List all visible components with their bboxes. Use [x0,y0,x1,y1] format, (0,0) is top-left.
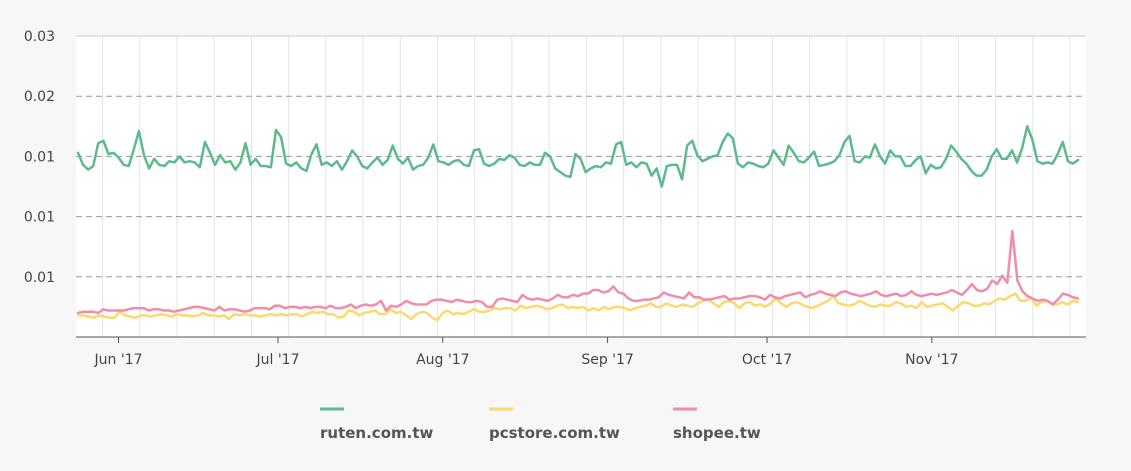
y-tick-label: 0.01 [24,270,55,286]
y-tick-label: 0.02 [24,89,55,105]
series-line-shopee-tw[interactable] [76,229,1080,315]
x-tick-label: Sep '17 [581,352,634,368]
y-axis-ticks: 0.01 0.01 0.01 0.02 0.03 [24,29,55,286]
legend-label[interactable]: shopee.tw [673,424,761,442]
y-tick-label: 0.01 [24,210,55,226]
x-tick-label: Jul '17 [255,352,299,368]
vertical-grid [102,36,1071,337]
x-axis-ticks: Jun '17 Jul '17 Aug '17 Sep '17 Oct '17 Nov '… [94,337,959,368]
x-tick-label: Jun '17 [94,352,143,368]
series-line-ruten-com-tw[interactable] [76,125,1080,188]
x-tick-label: Aug '17 [416,352,469,368]
legend: ruten.com.tw pcstore.com.tw shopee.tw [320,407,761,442]
x-tick-label: Oct '17 [742,352,792,368]
y-tick-label: 0.03 [24,29,55,45]
horizontal-grid [76,35,1086,278]
legend-label[interactable]: ruten.com.tw [320,424,433,442]
x-tick-label: Nov '17 [905,352,958,368]
plot-area [76,36,1086,337]
y-tick-label: 0.01 [24,149,55,165]
series-layer [76,125,1080,322]
legend-label[interactable]: pcstore.com.tw [489,424,620,442]
series-line-pcstore-com-tw[interactable] [76,292,1080,322]
